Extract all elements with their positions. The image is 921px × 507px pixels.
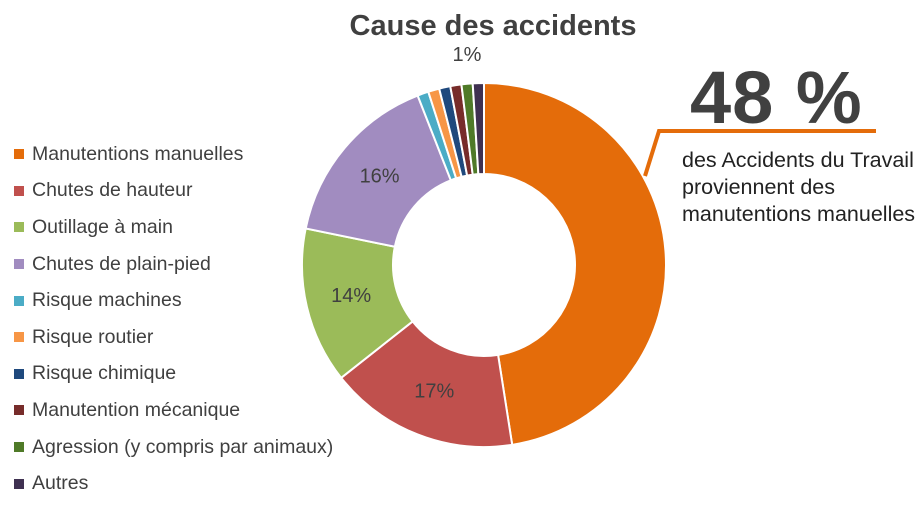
legend-label: Risque machines — [32, 289, 182, 312]
legend-swatch — [14, 332, 24, 343]
chart-legend: Manutentions manuelles Chutes de hauteur O… — [14, 136, 434, 502]
legend-item-manutentions-manuelles: Manutentions manuelles — [14, 136, 434, 173]
legend-label: Outillage à main — [32, 215, 173, 238]
legend-swatch — [14, 185, 24, 196]
legend-swatch — [14, 478, 24, 489]
slice-manutentions-manuelles — [483, 81, 667, 446]
legend-label: Autres — [32, 472, 89, 495]
slice-chutes-de-plain-pied — [304, 94, 453, 248]
legend-label: Risque chimique — [32, 362, 177, 385]
legend-item-risque-chimique: Risque chimique — [14, 356, 434, 393]
data-label-autres: 1% — [453, 44, 482, 66]
legend-item-risque-routier: Risque routier — [14, 319, 434, 356]
legend-label: Manutentions manuelles — [32, 142, 244, 165]
legend-swatch — [14, 295, 24, 306]
legend-item-risque-machines: Risque machines — [14, 282, 434, 319]
slice-chutes-de-hauteur — [339, 320, 514, 448]
legend-label: Risque routier — [32, 325, 154, 348]
data-label-chutes-de-hauteur: 17% — [414, 380, 454, 402]
legend-label: Agression (y compris par animaux) — [32, 435, 334, 458]
legend-swatch — [14, 149, 24, 160]
legend-label: Manutention mécanique — [32, 398, 241, 421]
legend-item-autres: Autres — [14, 465, 434, 502]
legend-label: Chutes de hauteur — [32, 179, 193, 202]
slice-autres — [471, 81, 485, 176]
legend-item-manutention-mecanique: Manutention mécanique — [14, 392, 434, 429]
legend-swatch — [14, 405, 24, 416]
callout-text: des Accidents du Travail proviennent des… — [682, 148, 916, 226]
callout-value: 48 % — [690, 56, 863, 139]
legend-item-agression-y-compris-par-animaux: Agression (y compris par animaux) — [14, 429, 434, 466]
legend-swatch — [14, 222, 24, 233]
chart-title: Cause des accidents — [349, 10, 637, 42]
callout-connector — [643, 129, 876, 177]
legend-item-chutes-de-hauteur: Chutes de hauteur — [14, 173, 434, 210]
legend-swatch — [14, 259, 24, 270]
legend-swatch — [14, 368, 24, 379]
slice-outillage-a-main — [301, 227, 415, 380]
legend-item-chutes-de-plain-pied: Chutes de plain-pied — [14, 246, 434, 283]
legend-label: Chutes de plain-pied — [32, 252, 211, 275]
data-label-outillage-a-main: 14% — [331, 285, 371, 307]
legend-item-outillage-a-main: Outillage à main — [14, 209, 434, 246]
legend-swatch — [14, 442, 24, 453]
data-label-chutes-de-plain-pied: 16% — [360, 165, 400, 187]
